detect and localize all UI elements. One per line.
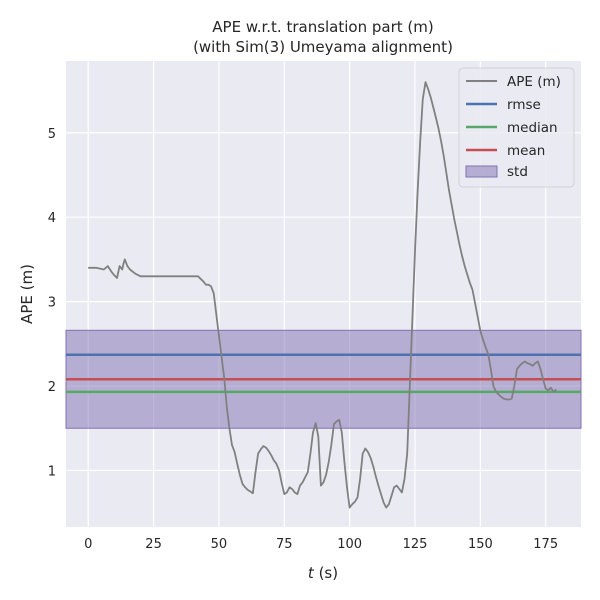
y-tick-label: 4 [48,211,56,226]
x-tick-label: 150 [468,537,493,552]
y-tick-label: 5 [48,127,56,142]
x-axis-label: t (s) [308,564,338,582]
x-axis-label-var: t [308,564,315,582]
legend-std-label: std [507,164,528,180]
legend-box [458,67,575,188]
legend-ape-label: APE (m) [507,74,561,90]
y-axis-label: APE (m) [18,264,36,324]
x-tick-label: 100 [337,537,362,552]
x-tick-label: 25 [145,537,162,552]
legend-rmse-label: rmse [507,97,541,113]
chart-subtitle: (with Sim(3) Umeyama alignment) [193,38,453,56]
legend-median-label: median [507,120,558,136]
x-axis-label-unit: (s) [314,564,338,582]
x-tick-label: 125 [403,537,428,552]
y-tick-labels: 1 2 3 4 5 [48,127,56,480]
x-tick-label: 75 [276,537,293,552]
x-tick-label: 50 [211,537,228,552]
y-tick-label: 2 [48,380,56,395]
y-tick-label: 1 [48,464,56,479]
chart-title: APE w.r.t. translation part (m) [212,18,433,36]
x-tick-labels: 0 25 50 75 100 125 150 175 [84,537,558,552]
legend-mean-label: mean [507,143,545,159]
x-tick-label: 175 [533,537,558,552]
ape-series-line [88,81,557,509]
series-layer [88,81,557,509]
x-tick-label: 0 [84,537,92,552]
y-tick-label: 3 [48,296,56,311]
legend: APE (m) rmse median mean std [458,67,575,188]
legend-std-swatch [465,165,498,178]
